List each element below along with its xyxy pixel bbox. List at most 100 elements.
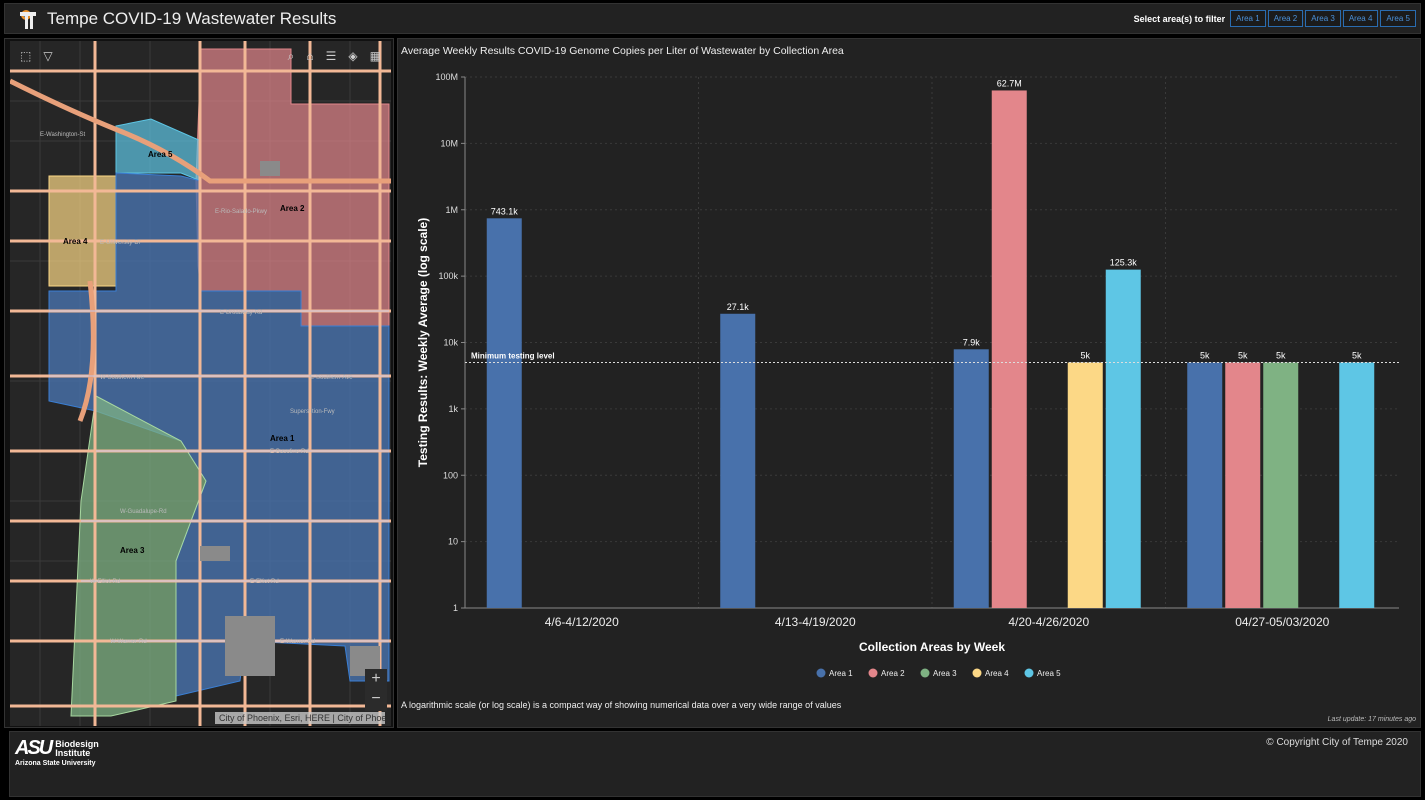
x-tick-label: 4/20-4/26/2020	[1008, 615, 1089, 629]
dropdown-chevron-icon[interactable]: ▽	[43, 49, 53, 63]
x-tick-label: 4/6-4/12/2020	[545, 615, 619, 629]
data-label: 5k	[1080, 350, 1090, 360]
legend-marker	[1024, 668, 1034, 678]
bar-chart: 1 10 100 1k 10k 100k 1M 10M 100M 743.1k 27.1k 7.9k 5…	[416, 72, 1399, 678]
data-label: 62.7M	[997, 78, 1022, 88]
map-view[interactable]: Area 1 Area 2 Area 3 Area 4 Area 5 E-Was…	[10, 41, 391, 726]
street-label: E-Baseline-Rd	[270, 449, 309, 455]
y-tick-label: 10M	[440, 138, 458, 148]
bar-area-2	[1225, 362, 1261, 608]
legend-marker	[868, 668, 878, 678]
app-title: Tempe COVID-19 Wastewater Results	[47, 8, 337, 28]
filter-label: Select area(s) to filter	[1133, 13, 1226, 24]
app-header: Tempe COVID-19 Wastewater Results Select…	[4, 3, 1421, 34]
minimum-testing-label: Minimum testing level	[471, 351, 555, 360]
zoom-out-button[interactable]: −	[371, 690, 381, 707]
area-1-label: Area 1	[270, 434, 295, 443]
street-label: E-Elliot-Rd	[250, 579, 279, 585]
y-tick-label: 10	[448, 537, 458, 547]
x-axis-title: Collection Areas by Week	[859, 640, 1005, 654]
gray-parcels	[200, 161, 380, 676]
filter-area-3-button[interactable]: Area 3	[1305, 10, 1341, 27]
bar-area-1	[953, 349, 989, 608]
legend-item: Area 3	[933, 669, 957, 678]
area-2-region[interactable]	[195, 48, 390, 327]
chart-title: Average Weekly Results COVID-19 Genome C…	[401, 45, 844, 57]
search-icon[interactable]: ⌕	[287, 49, 295, 63]
x-tick-label: 04/27-05/03/2020	[1235, 615, 1329, 629]
data-label: 743.1k	[491, 206, 519, 216]
data-label: 125.3k	[1110, 258, 1138, 268]
street-label: E-Warner-Rd	[280, 639, 315, 645]
y-axis-title: Testing Results: Weekly Average (log sca…	[416, 218, 430, 467]
area-3-region[interactable]	[70, 395, 207, 717]
filter-area-4-button[interactable]: Area 4	[1342, 10, 1379, 27]
zoom-control: + −	[365, 669, 387, 711]
last-update: Last update: 17 minutes ago	[1327, 716, 1416, 723]
area-2-label: Area 2	[280, 204, 305, 213]
legend-marker	[816, 668, 826, 678]
legend-list-icon[interactable]: ☰	[325, 49, 337, 63]
area-5-label: Area 5	[148, 150, 173, 159]
data-label: 5k	[1238, 350, 1248, 360]
filter-area-1-button[interactable]: Area 1	[1230, 10, 1266, 27]
street-label: Superstition-Fwy	[290, 409, 335, 415]
tempe-logo	[17, 8, 39, 30]
x-tick-label: 4/13-4/19/2020	[775, 615, 856, 629]
footer: ASU Biodesign Institute Arizona State Uni…	[9, 731, 1421, 797]
bar-area-2	[991, 90, 1027, 609]
asu-biodesign-logo: ASU Biodesign Institute Arizona State Uni…	[15, 737, 99, 767]
legend-item: Area 4	[985, 669, 1009, 678]
legend-item: Area 1	[829, 669, 853, 678]
y-tick-label: 10k	[443, 338, 458, 348]
bar-area-5	[1105, 269, 1141, 608]
street-label: E-Washington-St	[40, 132, 85, 138]
street-label: E-Broadway-Rd	[220, 310, 262, 316]
legend-item: Area 2	[881, 669, 905, 678]
zoom-in-button[interactable]: +	[371, 670, 381, 687]
data-label: 27.1k	[727, 302, 750, 312]
data-label: 7.9k	[963, 337, 981, 347]
home-icon[interactable]: ⌂	[306, 49, 314, 63]
data-label: 5k	[1352, 350, 1362, 360]
select-tool-icon[interactable]: ⬚	[20, 49, 32, 63]
filter-area-2-button[interactable]: Area 2	[1267, 10, 1304, 27]
legend-marker	[920, 668, 930, 678]
street-label: W-Warner-Rd	[110, 639, 147, 645]
data-label: 5k	[1276, 350, 1286, 360]
y-tick-label: 100M	[435, 72, 458, 82]
y-tick-label: 1M	[445, 205, 458, 215]
asu-subtitle: Arizona State University	[15, 760, 96, 767]
map-panel: Area 1 Area 2 Area 3 Area 4 Area 5 E-Was…	[4, 38, 394, 728]
data-label: 5k	[1200, 350, 1210, 360]
basemap-gallery-icon[interactable]: ▦	[369, 49, 381, 63]
legend-item: Area 5	[1037, 669, 1061, 678]
area-filter: Select area(s) to filter Area 1 Area 2 A…	[1134, 10, 1416, 27]
bar-area-4	[1067, 362, 1103, 608]
log-scale-footnote: A logarithmic scale (or log scale) is a …	[401, 700, 842, 710]
layers-icon[interactable]: ◈	[348, 49, 358, 63]
legend-marker	[972, 668, 982, 678]
area-3-label: Area 3	[120, 546, 145, 555]
bar-area-1	[486, 218, 522, 608]
street-label: E-Rio-Salado-Pkwy	[215, 209, 267, 215]
filter-area-5-button[interactable]: Area 5	[1380, 10, 1416, 27]
chart-panel: Average Weekly Results COVID-19 Genome C…	[397, 38, 1421, 728]
bar-area-5	[1339, 362, 1375, 608]
street-label: W-Southern-Ave	[100, 375, 145, 381]
bar-area-3	[1263, 362, 1299, 608]
street-label: W-Elliot-Rd	[90, 579, 120, 585]
y-tick-label: 100k	[438, 271, 458, 281]
y-tick-label: 1	[453, 603, 458, 613]
y-tick-label: 100	[443, 470, 458, 480]
street-label: E-Southern-Ave	[310, 375, 353, 381]
street-label: E-University-Dr	[100, 240, 141, 246]
y-tick-label: 1k	[448, 404, 458, 414]
copyright: © Copyright City of Tempe 2020	[1266, 737, 1408, 748]
bar-area-1	[720, 313, 756, 608]
area-street-lines	[49, 310, 389, 642]
street-label: W-Guadalupe-Rd	[120, 509, 167, 515]
map-canvas[interactable]: Area 1 Area 2 Area 3 Area 4 Area 5 E-Was…	[10, 41, 391, 726]
map-attribution: City of Phoenix, Esri, HERE | City of Ph…	[215, 712, 385, 724]
bar-area-1	[1187, 362, 1223, 608]
